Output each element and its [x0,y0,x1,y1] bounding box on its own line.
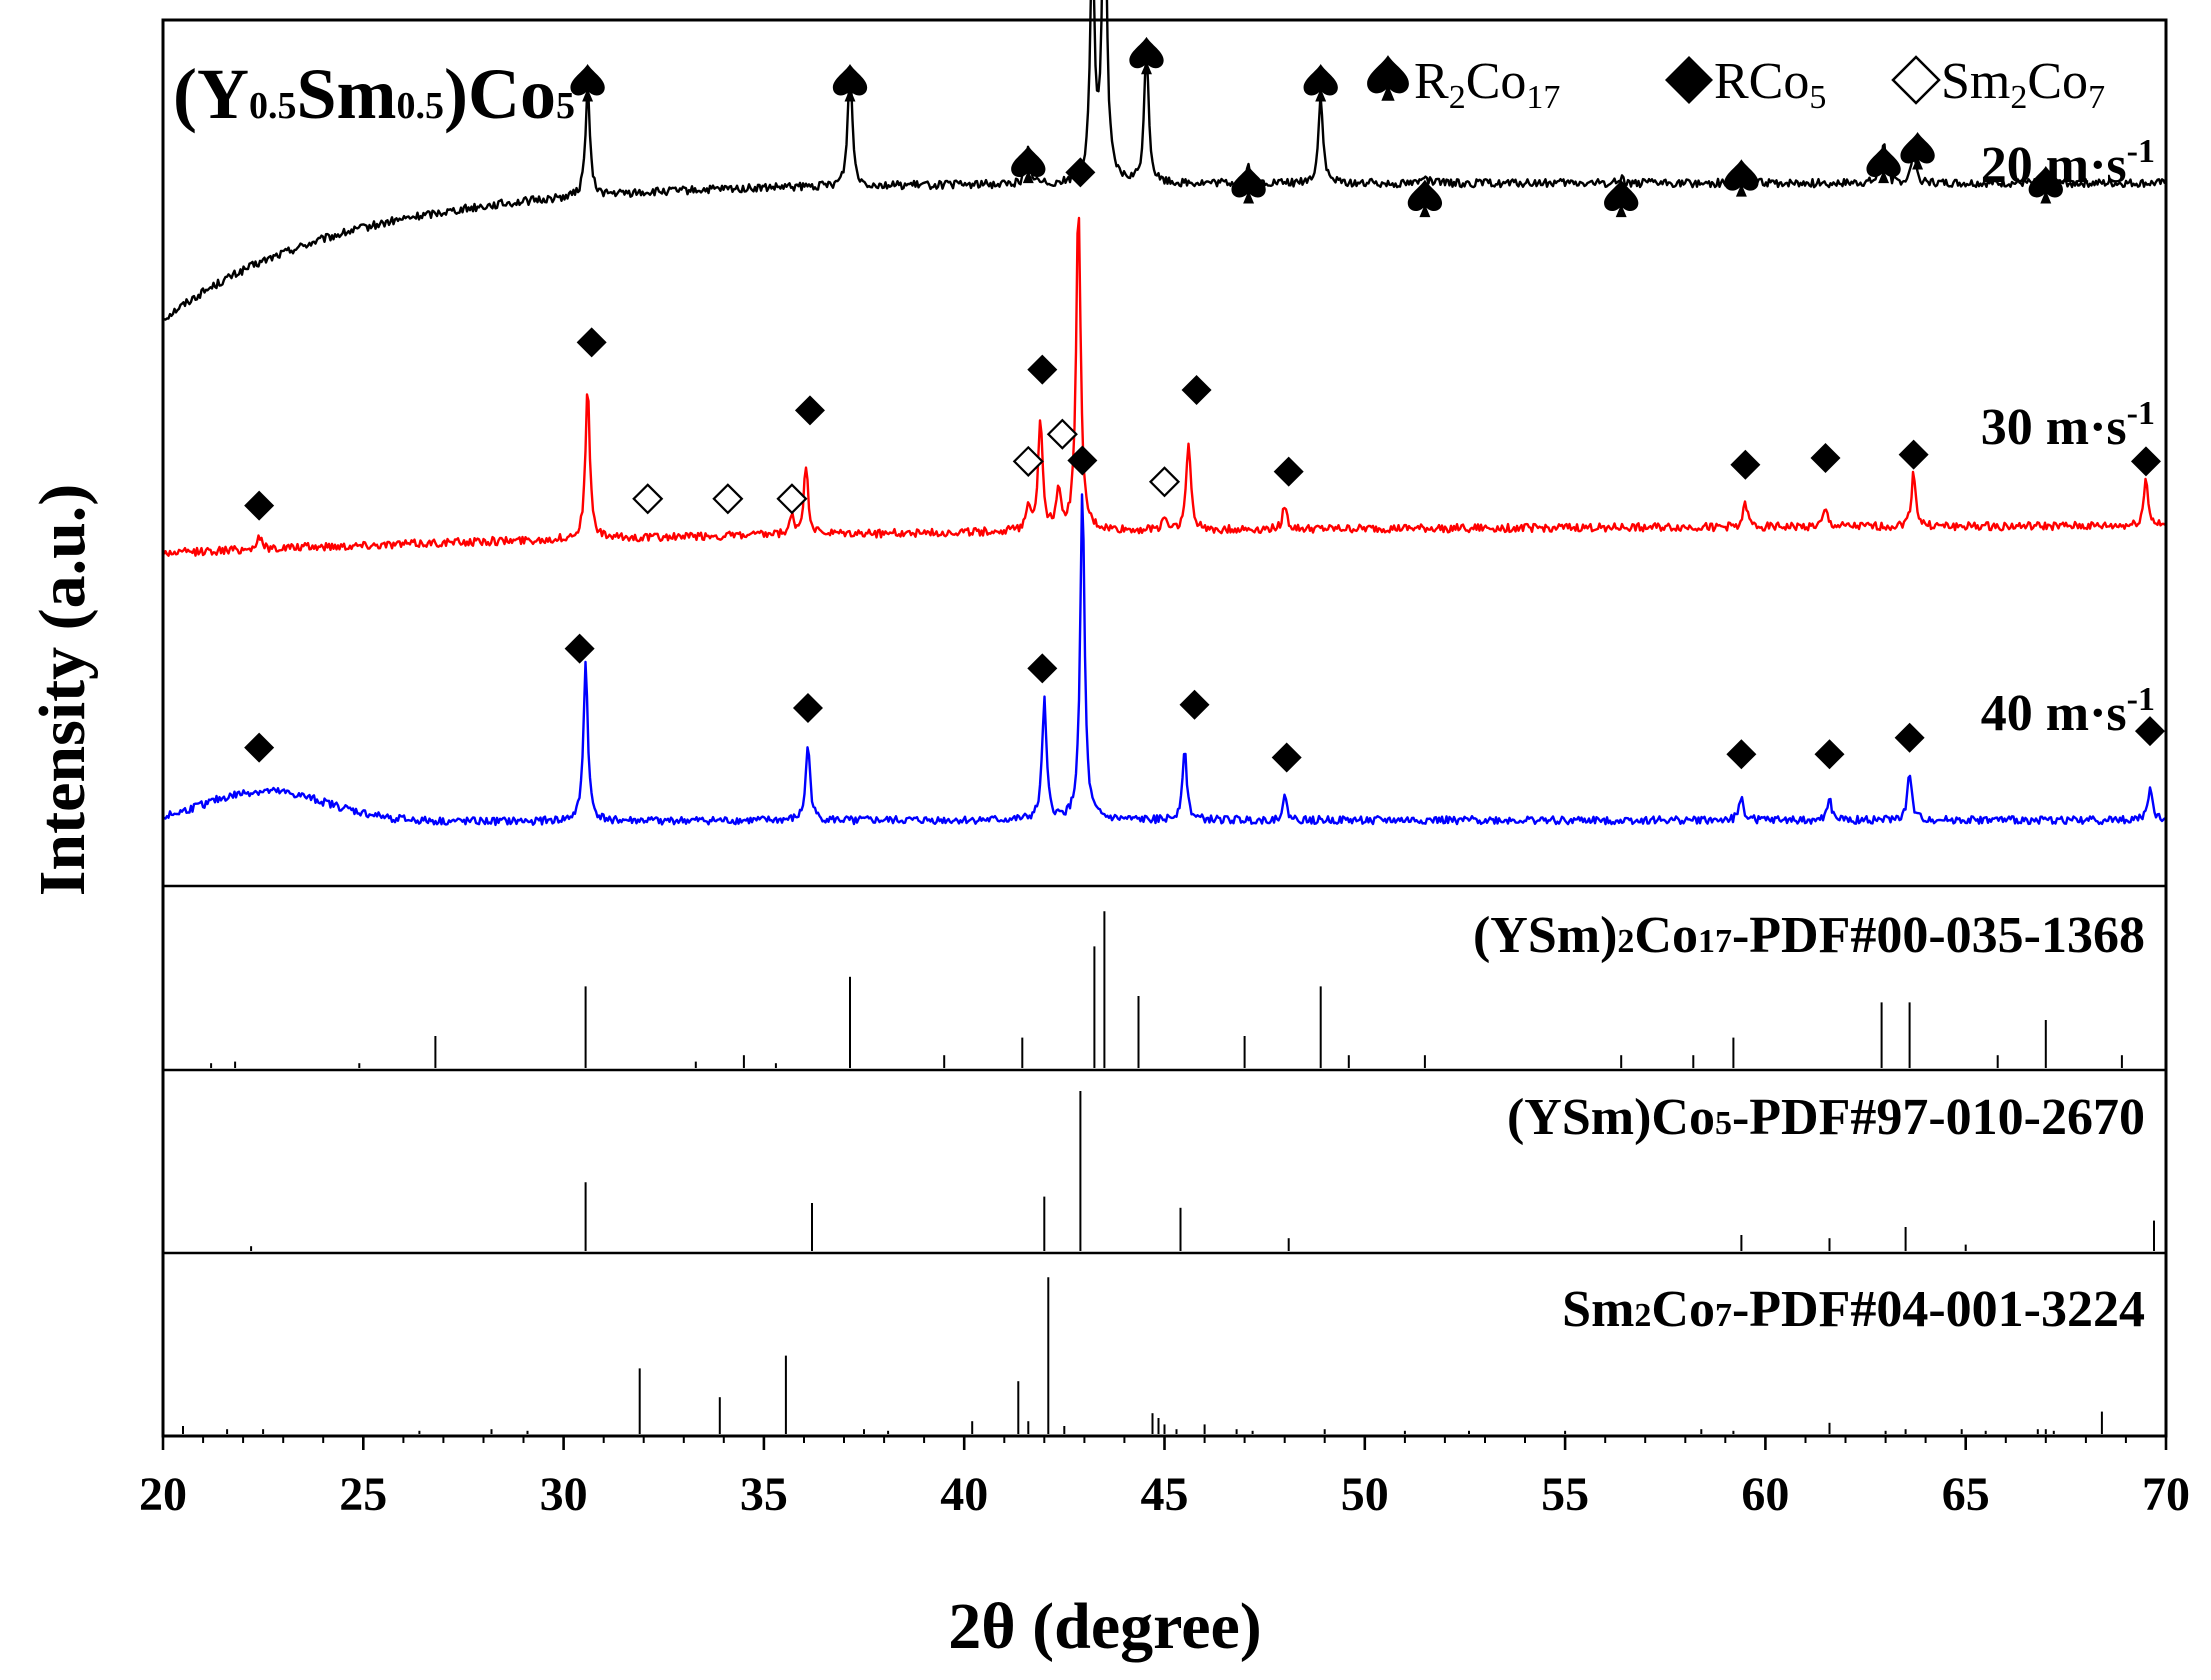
trace-30-ms [162,216,2166,557]
marker-diamond-open-30-10 [1148,466,1181,498]
marker-spade-20-1 [832,64,868,102]
chart-title: (Y0.5Sm0.5)Co5 [173,54,575,134]
marker-diamond-filled-40-3 [1027,653,1058,684]
marker-diamond-filled-40-4 [1067,445,1098,476]
marker-diamond-filled-30-15 [1898,439,1929,470]
legend-label-rco5: RCo5 [1714,53,1826,116]
marker-diamond-filled-40-0 [244,732,275,763]
x-tick-label-30: 30 [540,1468,588,1521]
marker-diamond-filled-40-9 [1894,722,1925,753]
x-tick-label-35: 35 [740,1468,788,1521]
x-tick-label-50: 50 [1341,1468,1389,1521]
series-label-20: 20 m·s-1 [1981,133,2155,194]
marker-diamond-open-30-6 [1012,445,1044,477]
x-tick-label-25: 25 [339,1468,387,1521]
y-axis-title: Intensity (a.u.) [26,484,99,897]
spade-icon [1367,55,1409,101]
trace-40-ms [163,493,2166,827]
marker-diamond-open-30-2 [632,483,664,515]
marker-spade-20-7 [1303,64,1338,102]
marker-diamond-filled-40-6 [1271,742,1302,773]
pattern-traces [162,0,2167,827]
x-tick-label-20: 20 [139,1468,187,1521]
legend-item-r2co17: R2Co17 [1367,53,1560,116]
x-tick-label-55: 55 [1541,1468,1589,1521]
marker-spade-20-6 [1231,166,1266,204]
marker-diamond-filled-40-5 [1179,689,1210,720]
marker-spade-20-12 [1900,132,1935,170]
legend-label-sm2co7: Sm2Co7 [1941,53,2105,116]
legend-item-sm2co7: Sm2Co7 [1891,53,2105,116]
marker-diamond-filled-30-5 [794,395,825,426]
reference-label-sm2co7: Sm2Co7-PDF#04-001-3224 [1562,1281,2145,1338]
reference-lines [182,911,2155,1434]
marker-diamond-open-30-4 [776,483,808,515]
legend: R2Co17 RCo5 Sm2Co7 [1367,53,2105,116]
legend-label-r2co17: R2Co17 [1414,53,1560,116]
marker-diamond-filled-30-1 [576,327,607,358]
series-label-40: 40 m·s-1 [1981,681,2155,742]
marker-diamond-filled-30-8 [1027,354,1058,385]
marker-diamond-filled-40-8 [1814,739,1845,770]
x-tick-label-70: 70 [2142,1468,2190,1521]
x-axis-title: 2θ (degree) [948,1590,1262,1663]
reference-label-rco5: (YSm)Co5-PDF#97-010-2670 [1507,1089,2145,1146]
x-tick-label-60: 60 [1741,1468,1789,1521]
marker-diamond-filled-30-16 [2130,446,2161,477]
marker-diamond-filled-40-10 [2134,716,2165,747]
marker-spade-20-11 [1866,145,1901,184]
marker-diamond-filled-30-9 [1065,157,1096,188]
marker-diamond-open-30-3 [712,483,744,515]
marker-spade-20-0 [570,64,605,102]
marker-diamond-filled-40-1 [564,633,595,664]
marker-spade-20-5 [1129,36,1164,75]
marker-diamond-open-30-7 [1046,418,1078,450]
marker-spade-20-13 [2028,166,2063,204]
marker-spade-20-8 [1407,179,1443,218]
marker-diamond-filled-40-2 [792,693,823,723]
trace-20-ms [163,0,2167,321]
marker-diamond-filled-30-14 [1810,443,1841,473]
reference-label-r2co17: (YSm)2Co17-PDF#00-035-1368 [1473,907,2145,964]
marker-spade-20-2 [1011,145,1046,184]
marker-diamond-filled-30-12 [1273,456,1304,487]
marker-diamond-filled-30-13 [1730,449,1761,480]
marker-diamond-filled-30-0 [244,490,275,521]
x-tick-label-40: 40 [940,1468,988,1521]
marker-spade-20-10 [1724,159,1759,197]
diamond-open-icon [1891,55,1941,105]
marker-diamond-filled-40-7 [1726,739,1757,770]
x-tick-label-45: 45 [1141,1468,1189,1521]
series-label-30: 30 m·s-1 [1981,395,2155,456]
x-tick-label-65: 65 [1942,1468,1990,1521]
marker-spade-20-9 [1604,179,1639,218]
peak-markers [244,36,2165,773]
marker-diamond-filled-30-11 [1181,375,1212,405]
diamond-filled-icon [1665,56,1713,104]
legend-item-rco5: RCo5 [1665,53,1826,116]
x-axis: 20 25 30 35 40 45 50 55 60 65 70 [139,1436,2190,1521]
